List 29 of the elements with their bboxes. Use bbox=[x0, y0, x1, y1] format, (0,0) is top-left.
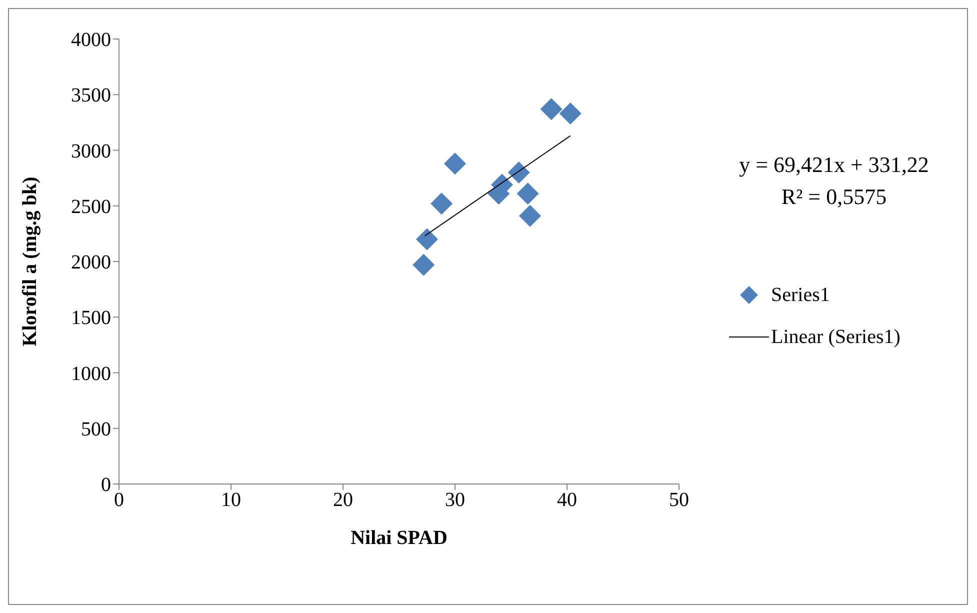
x-tick-label: 10 bbox=[221, 489, 241, 512]
point bbox=[519, 204, 542, 227]
point bbox=[412, 254, 435, 276]
y-tick-label: 1500 bbox=[71, 307, 111, 330]
legend-label: Series1 bbox=[771, 284, 830, 306]
point bbox=[516, 182, 539, 205]
y-tick-label: 3500 bbox=[71, 84, 111, 107]
text: R² = 0,5575 bbox=[781, 184, 887, 209]
point bbox=[430, 192, 453, 215]
point bbox=[540, 98, 562, 120]
y-tick-label: 4000 bbox=[71, 29, 111, 52]
y-tick-label: 2500 bbox=[71, 196, 111, 218]
y-tick-label: 2000 bbox=[71, 252, 111, 274]
point bbox=[444, 152, 466, 175]
legend-label: Linear (Series1) bbox=[771, 326, 900, 348]
y-tick-label: 0 bbox=[101, 474, 111, 496]
y-tick-label: 3000 bbox=[71, 140, 111, 162]
x-tick-label: 40 bbox=[557, 489, 577, 512]
y-tick-label: 500 bbox=[81, 418, 111, 440]
x-axis-title: Nilai SPAD bbox=[350, 527, 448, 549]
point bbox=[559, 102, 582, 125]
y-axis-title: Klorofil a (mg.g bk) bbox=[19, 176, 42, 346]
x-tick-label: 20 bbox=[333, 489, 353, 512]
point bbox=[508, 162, 530, 184]
x-tick-label: 50 bbox=[669, 489, 689, 512]
y-tick-label: 1000 bbox=[71, 362, 111, 385]
point bbox=[416, 228, 438, 250]
text: y = 69,421x + 331,22 bbox=[739, 152, 929, 177]
x-tick-label: 30 bbox=[445, 489, 465, 512]
